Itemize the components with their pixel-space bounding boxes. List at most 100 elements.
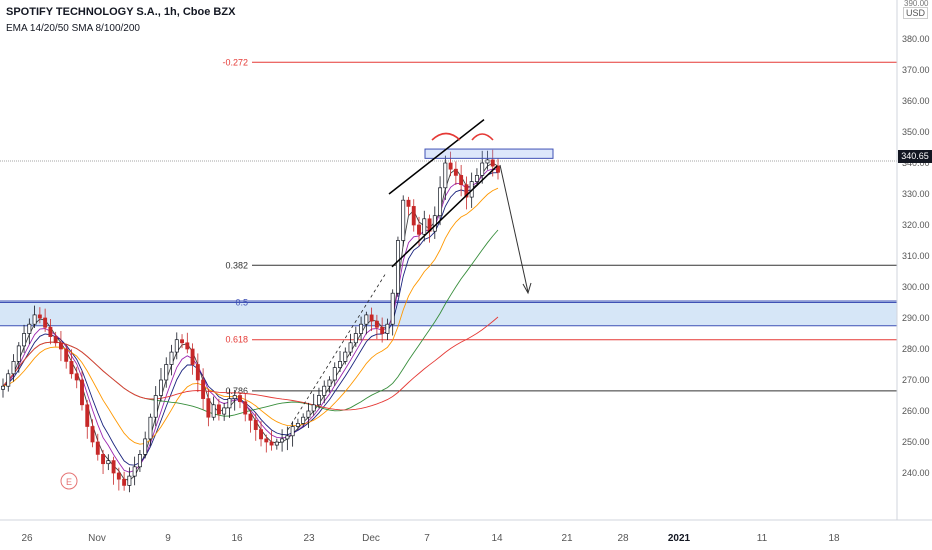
chart-title: SPOTIFY TECHNOLOGY S.A., 1h, Cboe BZX [6, 6, 235, 18]
price-tick-label: 260.00 [902, 406, 930, 416]
candle-body [195, 364, 200, 381]
candle-body [459, 175, 464, 186]
candle-body [37, 314, 42, 319]
candle-body [253, 419, 258, 430]
support-zone [0, 300, 897, 326]
candle-body [116, 472, 121, 480]
sma200-line [2, 316, 499, 411]
earnings-marker [60, 472, 78, 490]
candle-body [143, 438, 148, 455]
candle-body [422, 218, 427, 235]
candle-body [317, 395, 321, 406]
price-tick-label: 320.00 [902, 220, 930, 230]
candle-body [90, 426, 95, 443]
candle-body [359, 323, 364, 334]
currency-label[interactable]: USD [903, 7, 929, 19]
candle-body [185, 342, 190, 350]
price-tick-label: 300.00 [902, 282, 930, 292]
time-tick-label: 16 [231, 533, 243, 544]
time-tick-label: Dec [362, 533, 380, 544]
candle-body [364, 314, 369, 325]
time-tick-label: 28 [617, 533, 629, 544]
candle-body [206, 398, 211, 418]
candle-body [295, 423, 300, 427]
price-tick-label: 290.00 [902, 313, 930, 323]
candle-body [401, 199, 406, 241]
candle-body [369, 314, 374, 322]
candle-body [80, 379, 84, 406]
candle-body [169, 351, 174, 365]
target-arrowhead [522, 282, 532, 295]
candle-body [174, 339, 179, 353]
time-tick-label: 26 [21, 533, 33, 544]
candle-body [58, 342, 63, 350]
fib-label: 0.786 [225, 386, 248, 396]
candle-body [48, 326, 53, 337]
candle-body [180, 339, 184, 344]
candle-body [64, 348, 69, 362]
candle-body [417, 224, 421, 235]
price-tick-label: 360.00 [902, 96, 930, 106]
candle-body [122, 478, 127, 486]
candle-body [137, 454, 142, 468]
candle-body [43, 317, 48, 328]
candle-body [474, 175, 479, 182]
candle-body [322, 385, 327, 396]
candle-body [485, 159, 490, 164]
candle-body [390, 292, 395, 325]
candle-body [69, 361, 74, 375]
target-arrow [499, 164, 529, 293]
candle-body [243, 401, 248, 415]
fib-label: -0.272 [222, 57, 248, 67]
candle-body [127, 475, 132, 486]
candle-body [222, 407, 227, 415]
candle-body [411, 206, 416, 226]
candle-body [16, 345, 21, 362]
symbol-label: SPOTIFY TECHNOLOGY S.A., 1h, Cboe BZX [6, 6, 236, 18]
candle-body [164, 364, 169, 381]
channel-upper [388, 119, 485, 195]
candle-body [306, 410, 311, 418]
candle-body [380, 326, 385, 334]
candle-body [332, 367, 337, 381]
time-tick-label: 9 [165, 533, 171, 544]
indicator-legend: EMA 14/20/50 SMA 8/100/200 [6, 23, 140, 34]
candle-body [159, 379, 163, 396]
candle-body [248, 413, 253, 421]
time-tick-label: 2021 [668, 533, 691, 544]
candle-body [448, 162, 453, 170]
price-tick-label: 390.00 [904, 0, 929, 8]
candle-body [496, 165, 500, 173]
earnings-marker-label: E [66, 477, 72, 487]
candle-body [132, 466, 137, 477]
candle-body [406, 199, 411, 207]
channel-lower [391, 165, 498, 268]
candle-body [443, 162, 448, 189]
candle-body [216, 404, 221, 415]
candle-body [348, 342, 353, 353]
candle-body [269, 441, 274, 446]
candle-body [32, 314, 37, 325]
candle-body [148, 416, 153, 440]
candle-body [290, 426, 295, 437]
candle-body [285, 435, 290, 440]
candle-body [153, 395, 158, 418]
ema20-line [2, 172, 499, 466]
candle-body [264, 438, 269, 443]
candle-body [11, 361, 16, 375]
candle-body [1, 385, 5, 390]
candle-body [22, 333, 27, 347]
candle-body [280, 438, 285, 443]
price-tick-label: 330.00 [902, 189, 930, 199]
zones: -0.272 0.382 0.5 0.618 0.786 [0, 57, 897, 396]
time-tick-label: 14 [491, 533, 503, 544]
candle-body [438, 187, 443, 217]
candle-body [480, 162, 485, 176]
price-tick-label: 250.00 [902, 437, 930, 447]
price-tick-label: 370.00 [902, 65, 930, 75]
resistance-box [424, 148, 554, 159]
candle-body [85, 404, 90, 427]
candle-body [111, 460, 116, 474]
